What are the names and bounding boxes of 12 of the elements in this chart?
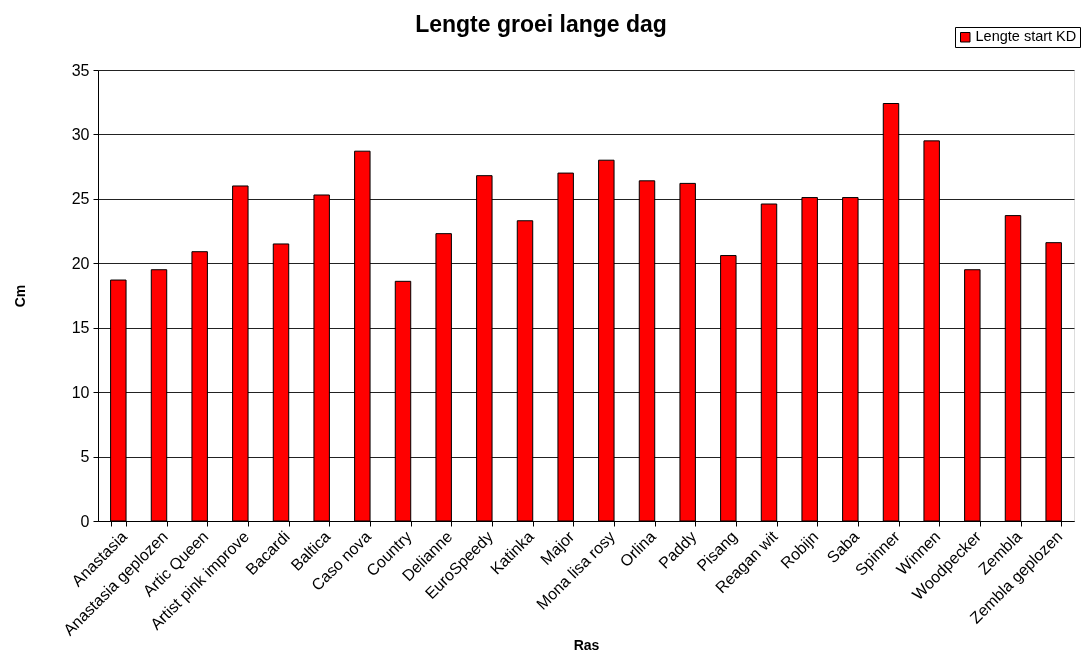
y-tick-label: 35 <box>71 61 90 79</box>
y-tick-label: 0 <box>80 512 90 530</box>
legend-label: Lengte start KD <box>975 28 1077 45</box>
y-tick-label: 25 <box>71 190 90 208</box>
y-tick-label: 30 <box>71 125 90 143</box>
y-tick-label: 15 <box>71 319 90 337</box>
y-tick-label: 10 <box>71 383 90 401</box>
y-tick-label: 5 <box>80 448 90 466</box>
y-axis-title: Cm <box>11 284 28 308</box>
x-axis-title: Ras <box>573 636 600 653</box>
y-tick-label: 20 <box>71 254 90 272</box>
chart-title: Lengte groei lange dag <box>415 10 667 37</box>
